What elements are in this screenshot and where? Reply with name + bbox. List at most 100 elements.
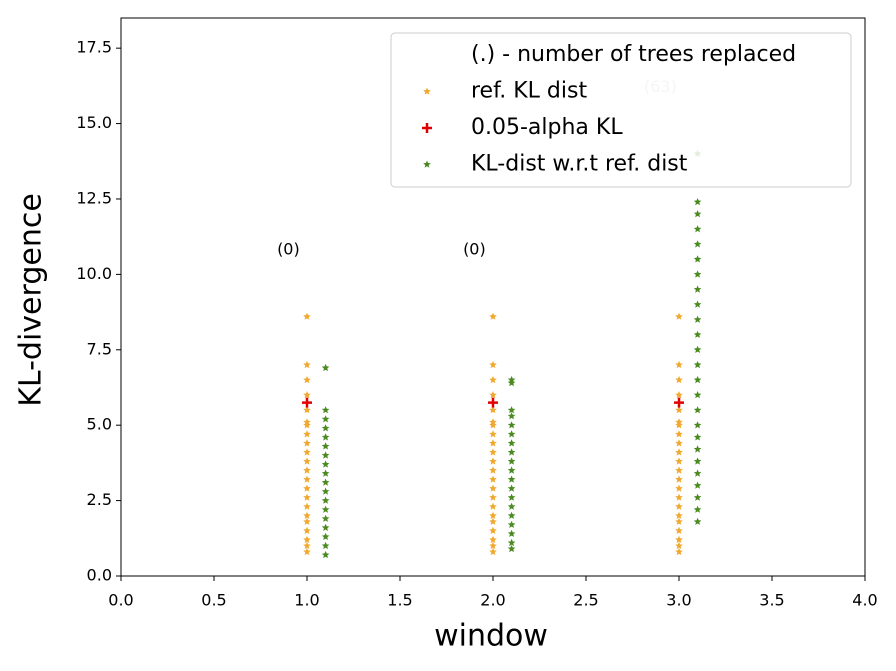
star-marker xyxy=(507,493,516,501)
star-marker xyxy=(489,421,497,429)
legend-label: KL-dist w.r.t ref. dist xyxy=(471,152,688,177)
star-marker xyxy=(675,391,683,399)
star-marker xyxy=(489,526,497,534)
star-marker xyxy=(675,484,683,492)
star-marker xyxy=(507,448,516,456)
star-marker xyxy=(321,442,330,450)
plus-marker xyxy=(674,397,684,408)
star-marker xyxy=(321,532,330,540)
star-marker xyxy=(507,421,516,429)
star-marker xyxy=(693,285,702,293)
star-marker xyxy=(303,466,311,474)
star-marker xyxy=(303,312,311,320)
star-marker xyxy=(693,481,702,489)
legend-box xyxy=(390,32,852,188)
star-marker xyxy=(675,526,683,534)
star-marker xyxy=(507,379,516,387)
star-marker xyxy=(489,502,497,510)
star-marker xyxy=(693,505,702,513)
y-tick-label: 12.5 xyxy=(76,188,112,207)
star-marker xyxy=(303,421,311,429)
star-marker xyxy=(303,484,311,492)
star-marker xyxy=(675,430,683,438)
star-marker xyxy=(489,375,497,384)
star-marker xyxy=(675,511,683,519)
star-marker xyxy=(693,225,702,233)
star-marker xyxy=(693,300,702,308)
y-axis-label: KL-divergence xyxy=(14,193,49,407)
star-marker xyxy=(675,541,683,550)
star-marker xyxy=(321,496,330,504)
x-tick-label: 0.5 xyxy=(201,591,226,610)
star-marker xyxy=(321,415,330,423)
y-tick-label: 2.5 xyxy=(87,490,112,509)
star-marker xyxy=(675,457,683,465)
star-marker xyxy=(693,198,702,206)
star-marker xyxy=(321,460,330,468)
star-marker xyxy=(675,493,683,501)
star-marker xyxy=(507,466,516,474)
plus-marker xyxy=(422,123,432,133)
y-tick-label: 10.0 xyxy=(76,264,112,283)
star-marker xyxy=(507,375,516,384)
y-tick-label: 17.5 xyxy=(76,38,112,57)
star-marker xyxy=(489,493,497,501)
star-marker xyxy=(489,360,497,369)
star-marker xyxy=(489,541,497,550)
star-marker xyxy=(321,406,330,414)
legend-label: ref. KL dist xyxy=(471,79,587,104)
star-marker xyxy=(303,360,311,369)
star-marker xyxy=(693,517,702,525)
star-marker xyxy=(321,478,330,486)
star-marker xyxy=(303,448,311,456)
star-marker xyxy=(693,315,702,323)
star-marker xyxy=(489,430,497,438)
star-marker xyxy=(321,433,330,441)
star-marker xyxy=(321,505,330,513)
star-marker xyxy=(507,439,516,447)
star-marker xyxy=(489,547,497,556)
star-marker xyxy=(303,406,311,414)
star-marker xyxy=(489,511,497,519)
star-marker xyxy=(675,448,683,456)
star-marker xyxy=(321,487,330,495)
star-marker xyxy=(489,457,497,465)
star-marker xyxy=(693,421,702,429)
star-marker xyxy=(675,439,683,447)
annotation: (0) xyxy=(463,240,486,259)
star-marker xyxy=(303,375,311,384)
y-tick-label: 7.5 xyxy=(87,339,112,358)
star-marker xyxy=(675,360,683,369)
star-marker xyxy=(675,406,683,414)
star-marker xyxy=(693,375,702,384)
star-marker xyxy=(303,517,311,525)
star-marker xyxy=(321,424,330,432)
star-marker xyxy=(507,412,516,420)
star-marker xyxy=(321,451,330,459)
star-marker xyxy=(303,475,311,483)
x-tick-label: 1.5 xyxy=(387,591,412,610)
x-tick-label: 2.0 xyxy=(480,591,505,610)
star-marker xyxy=(507,502,516,510)
plus-marker xyxy=(488,397,498,408)
star-marker xyxy=(489,391,497,399)
legend-label: 0.05-alpha KL xyxy=(471,115,623,140)
star-marker xyxy=(507,430,516,438)
star-marker xyxy=(693,210,702,218)
star-marker xyxy=(675,421,683,429)
x-axis-label: window xyxy=(434,619,548,654)
legend-title: (.) - number of trees replaced xyxy=(471,42,796,67)
star-marker xyxy=(423,160,431,168)
star-marker xyxy=(507,529,516,537)
star-marker xyxy=(693,445,702,453)
star-marker xyxy=(693,270,702,278)
y-tick-label: 15.0 xyxy=(76,113,112,132)
star-marker xyxy=(675,502,683,510)
star-marker xyxy=(489,406,497,414)
star-marker xyxy=(489,535,497,543)
star-marker xyxy=(423,87,431,95)
star-marker xyxy=(507,520,516,528)
star-marker xyxy=(675,517,683,525)
annotation: (0) xyxy=(277,240,300,259)
star-marker xyxy=(321,523,330,531)
